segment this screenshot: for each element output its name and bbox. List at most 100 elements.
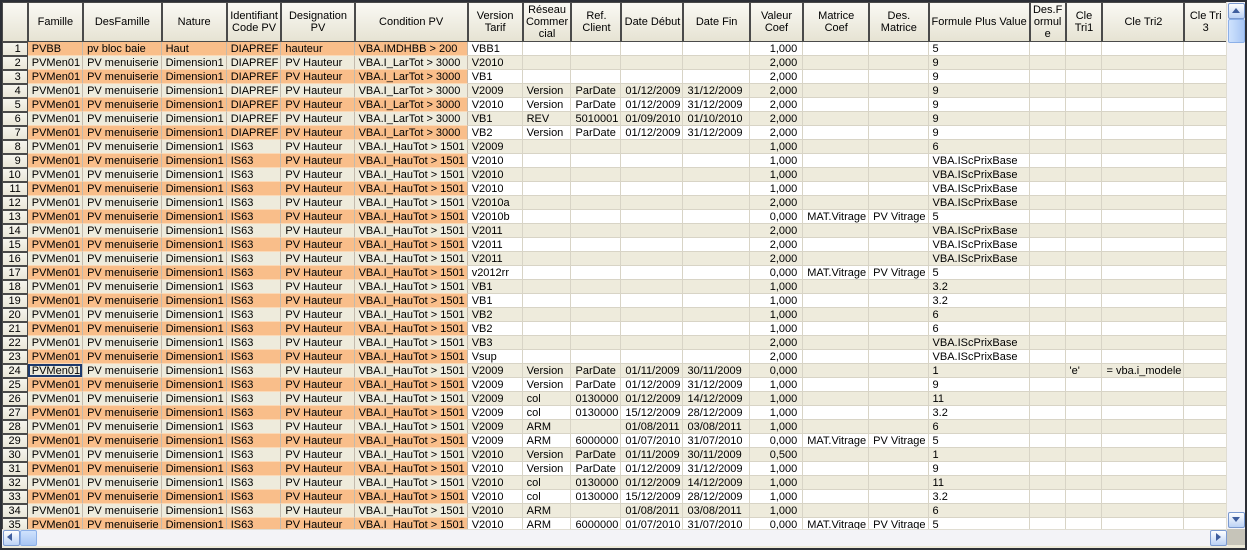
cell-des_formule[interactable]	[1029, 378, 1066, 392]
scroll-up-button[interactable]	[1228, 3, 1245, 19]
cell-formule[interactable]: 9	[928, 98, 1030, 112]
cell-formule[interactable]: 6	[928, 420, 1030, 434]
cell-desfamille[interactable]: PV menuiserie	[83, 196, 162, 210]
cell-des_matrice[interactable]	[869, 406, 929, 420]
cell-identifiant[interactable]: IS63	[226, 462, 282, 476]
cell-des_formule[interactable]	[1029, 182, 1066, 196]
cell-desfamille[interactable]: PV menuiserie	[83, 308, 162, 322]
cell-valeur_coef[interactable]: 2,000	[749, 98, 804, 112]
cell-ref_client[interactable]	[571, 196, 622, 210]
cell-date_fin[interactable]: 31/12/2009	[683, 84, 750, 98]
cell-version[interactable]: V2010	[467, 476, 523, 490]
cell-condition[interactable]: VBA.I_HauTot > 1501	[354, 462, 468, 476]
cell-date_debut[interactable]: 15/12/2009	[621, 490, 684, 504]
cell-matrice_coef[interactable]	[803, 56, 870, 70]
cell-reseau[interactable]	[522, 308, 572, 322]
cell-cle_tri2[interactable]	[1102, 448, 1185, 462]
scroll-right-button[interactable]	[1210, 530, 1227, 546]
col-header-formule[interactable]: Formule Plus Value	[928, 2, 1030, 42]
cell-date_debut[interactable]: 01/12/2009	[621, 126, 684, 140]
cell-date_fin[interactable]	[683, 42, 750, 56]
cell-date_debut[interactable]: 01/12/2009	[621, 98, 684, 112]
cell-date_debut[interactable]	[621, 56, 684, 70]
cell-date_fin[interactable]: 14/12/2009	[683, 476, 750, 490]
cell-date_debut[interactable]	[621, 322, 684, 336]
cell-date_fin[interactable]: 30/11/2009	[683, 364, 750, 378]
cell-designation[interactable]: PV Hauteur	[281, 434, 355, 448]
cell-matrice_coef[interactable]	[803, 364, 870, 378]
cell-ref_client[interactable]	[571, 322, 622, 336]
cell-valeur_coef[interactable]: 2,000	[749, 196, 804, 210]
cell-cle_tri1[interactable]	[1065, 210, 1103, 224]
cell-desfamille[interactable]: PV menuiserie	[83, 140, 162, 154]
row-number[interactable]: 10	[2, 168, 28, 182]
cell-cle_tri1[interactable]	[1065, 168, 1103, 182]
cell-designation[interactable]: PV Hauteur	[281, 462, 355, 476]
cell-desfamille[interactable]: PV menuiserie	[83, 462, 162, 476]
row-number[interactable]: 26	[2, 392, 28, 406]
cell-identifiant[interactable]: IS63	[226, 196, 282, 210]
cell-nature[interactable]: Dimension1	[161, 266, 227, 280]
cell-nature[interactable]: Dimension1	[161, 98, 227, 112]
cell-identifiant[interactable]: DIAPREF	[226, 70, 282, 84]
cell-nature[interactable]: Dimension1	[161, 336, 227, 350]
cell-date_fin[interactable]	[683, 336, 750, 350]
cell-reseau[interactable]	[522, 42, 572, 56]
cell-date_fin[interactable]: 31/07/2010	[683, 518, 750, 529]
cell-cle_tri2[interactable]	[1102, 182, 1185, 196]
cell-designation[interactable]: PV Hauteur	[281, 490, 355, 504]
cell-cle_tri3[interactable]	[1184, 462, 1227, 476]
cell-identifiant[interactable]: DIAPREF	[226, 126, 282, 140]
cell-condition[interactable]: VBA.I_HauTot > 1501	[354, 336, 468, 350]
cell-date_debut[interactable]	[621, 294, 684, 308]
cell-identifiant[interactable]: DIAPREF	[226, 112, 282, 126]
cell-cle_tri3[interactable]	[1184, 56, 1227, 70]
cell-reseau[interactable]	[522, 350, 572, 364]
cell-cle_tri3[interactable]	[1184, 420, 1227, 434]
cell-identifiant[interactable]: IS63	[226, 504, 282, 518]
cell-desfamille[interactable]: PV menuiserie	[83, 210, 162, 224]
cell-valeur_coef[interactable]: 2,000	[749, 56, 804, 70]
cell-formule[interactable]: 9	[928, 112, 1030, 126]
cell-identifiant[interactable]: DIAPREF	[226, 56, 282, 70]
cell-version[interactable]: VB3	[467, 336, 523, 350]
cell-nature[interactable]: Dimension1	[161, 322, 227, 336]
cell-cle_tri1[interactable]	[1065, 84, 1103, 98]
cell-reseau[interactable]	[522, 224, 572, 238]
cell-desfamille[interactable]: PV menuiserie	[83, 504, 162, 518]
cell-cle_tri1[interactable]	[1065, 266, 1103, 280]
cell-des_matrice[interactable]	[869, 504, 929, 518]
cell-des_formule[interactable]	[1029, 322, 1066, 336]
cell-des_formule[interactable]	[1029, 448, 1066, 462]
cell-designation[interactable]: PV Hauteur	[281, 154, 355, 168]
cell-desfamille[interactable]: PV menuiserie	[83, 420, 162, 434]
cell-identifiant[interactable]: IS63	[226, 392, 282, 406]
cell-cle_tri3[interactable]	[1184, 294, 1227, 308]
cell-version[interactable]: VB1	[467, 112, 523, 126]
cell-cle_tri3[interactable]	[1184, 252, 1227, 266]
cell-designation[interactable]: PV Hauteur	[281, 420, 355, 434]
cell-desfamille[interactable]: PV menuiserie	[83, 224, 162, 238]
cell-date_debut[interactable]	[621, 238, 684, 252]
cell-famille[interactable]: PVMen01	[27, 518, 84, 529]
cell-des_formule[interactable]	[1029, 308, 1066, 322]
cell-nature[interactable]: Dimension1	[161, 448, 227, 462]
cell-reseau[interactable]	[522, 322, 572, 336]
cell-formule[interactable]: 3.2	[928, 294, 1030, 308]
cell-famille[interactable]: PVMen01	[27, 182, 84, 196]
cell-des_matrice[interactable]	[869, 196, 929, 210]
cell-des_matrice[interactable]	[869, 490, 929, 504]
cell-nature[interactable]: Dimension1	[161, 518, 227, 529]
cell-matrice_coef[interactable]	[803, 238, 870, 252]
cell-formule[interactable]: 6	[928, 140, 1030, 154]
cell-formule[interactable]: VBA.IScPrixBase	[928, 196, 1030, 210]
cell-matrice_coef[interactable]	[803, 336, 870, 350]
cell-ref_client[interactable]: ParDate	[571, 448, 622, 462]
cell-desfamille[interactable]: PV menuiserie	[83, 448, 162, 462]
cell-formule[interactable]: 9	[928, 126, 1030, 140]
cell-version[interactable]: V2010	[467, 154, 523, 168]
cell-valeur_coef[interactable]: 2,000	[749, 70, 804, 84]
cell-cle_tri2[interactable]	[1102, 238, 1185, 252]
cell-date_fin[interactable]	[683, 322, 750, 336]
cell-date_fin[interactable]: 31/12/2009	[683, 126, 750, 140]
